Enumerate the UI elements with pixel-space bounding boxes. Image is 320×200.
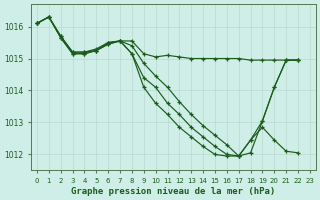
X-axis label: Graphe pression niveau de la mer (hPa): Graphe pression niveau de la mer (hPa) xyxy=(71,187,276,196)
